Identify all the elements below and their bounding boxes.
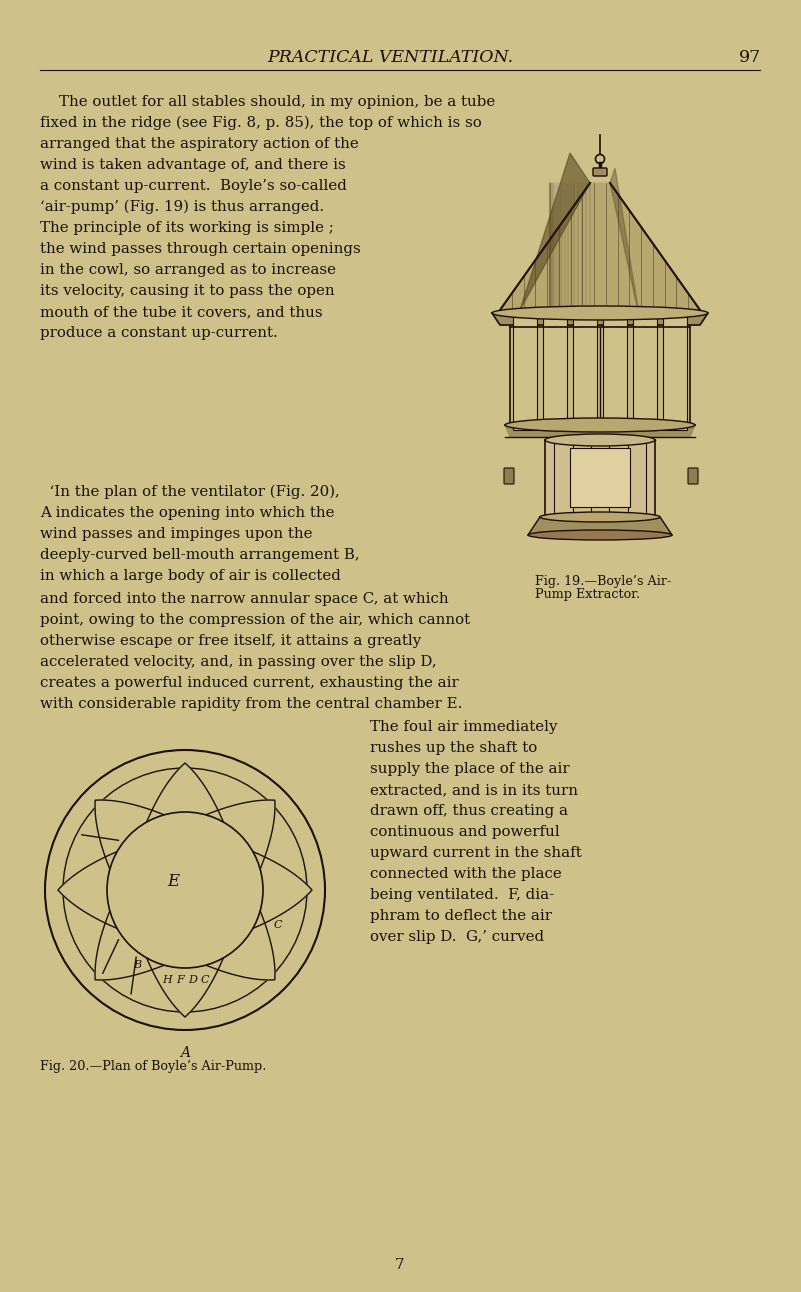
Text: its velocity, causing it to pass the open: its velocity, causing it to pass the ope…: [40, 284, 335, 298]
Polygon shape: [95, 908, 167, 979]
Polygon shape: [520, 152, 590, 310]
FancyBboxPatch shape: [504, 468, 514, 484]
Text: ‘air-pump’ (Fig. 19) is thus arranged.: ‘air-pump’ (Fig. 19) is thus arranged.: [40, 200, 324, 214]
Circle shape: [107, 811, 263, 968]
Text: connected with the place: connected with the place: [370, 867, 562, 881]
Text: produce a constant up-current.: produce a constant up-current.: [40, 326, 278, 340]
FancyBboxPatch shape: [688, 468, 698, 484]
Polygon shape: [145, 955, 225, 1017]
Text: 97: 97: [739, 49, 761, 66]
Text: otherwise escape or free itself, it attains a greatly: otherwise escape or free itself, it atta…: [40, 634, 421, 649]
FancyBboxPatch shape: [593, 168, 607, 176]
Text: fixed in the ridge (see Fig. 8, p. 85), the top of which is so: fixed in the ridge (see Fig. 8, p. 85), …: [40, 116, 481, 130]
Ellipse shape: [505, 419, 695, 432]
Bar: [570, 448, 630, 506]
Text: PRACTICAL VENTILATION.: PRACTICAL VENTILATION.: [267, 49, 513, 66]
Polygon shape: [95, 800, 167, 872]
Text: D: D: [188, 975, 197, 985]
Polygon shape: [505, 425, 695, 437]
Polygon shape: [510, 327, 690, 425]
Text: E: E: [167, 873, 179, 890]
Polygon shape: [250, 850, 312, 930]
Text: continuous and powerful: continuous and powerful: [370, 826, 560, 839]
Text: C: C: [201, 975, 209, 985]
Text: rushes up the shaft to: rushes up the shaft to: [370, 742, 537, 755]
Text: in which a large body of air is collected: in which a large body of air is collecte…: [40, 568, 341, 583]
Text: with considerable rapidity from the central chamber E.: with considerable rapidity from the cent…: [40, 696, 462, 711]
Polygon shape: [145, 764, 225, 826]
Text: and forced into the narrow annular space C, at which: and forced into the narrow annular space…: [40, 592, 449, 606]
Text: point, owing to the compression of the air, which cannot: point, owing to the compression of the a…: [40, 612, 470, 627]
Bar: [513, 317, 537, 430]
Bar: [663, 317, 687, 430]
Circle shape: [45, 749, 325, 1030]
Polygon shape: [500, 183, 700, 310]
Text: extracted, and is in its turn: extracted, and is in its turn: [370, 783, 578, 797]
Polygon shape: [58, 850, 120, 930]
Circle shape: [63, 767, 307, 1012]
Polygon shape: [545, 441, 655, 516]
Bar: [573, 317, 597, 430]
Text: upward current in the shaft: upward current in the shaft: [370, 846, 582, 860]
Text: Pump Extractor.: Pump Extractor.: [535, 588, 640, 601]
Ellipse shape: [540, 512, 660, 522]
Text: a constant up-current.  Boyle’s so-called: a constant up-current. Boyle’s so-called: [40, 180, 347, 193]
Ellipse shape: [492, 306, 708, 320]
Polygon shape: [203, 800, 275, 872]
Text: being ventilated.  F, dia-: being ventilated. F, dia-: [370, 888, 554, 902]
Text: ‘In the plan of the ventilator (Fig. 20),: ‘In the plan of the ventilator (Fig. 20)…: [40, 484, 340, 500]
Polygon shape: [492, 313, 708, 326]
Text: F: F: [176, 975, 184, 985]
Text: mouth of the tube it covers, and thus: mouth of the tube it covers, and thus: [40, 305, 323, 319]
Text: The outlet for all stables should, in my opinion, be a tube: The outlet for all stables should, in my…: [40, 96, 495, 109]
Text: deeply-curved bell-mouth arrangement B,: deeply-curved bell-mouth arrangement B,: [40, 548, 360, 562]
Text: A indicates the opening into which the: A indicates the opening into which the: [40, 506, 335, 519]
Text: the wind passes through certain openings: the wind passes through certain openings: [40, 242, 360, 256]
Text: wind is taken advantage of, and there is: wind is taken advantage of, and there is: [40, 158, 346, 172]
Text: Fig. 20.—Plan of Boyle’s Air-Pump.: Fig. 20.—Plan of Boyle’s Air-Pump.: [40, 1059, 267, 1072]
Polygon shape: [528, 517, 672, 535]
Text: C: C: [274, 920, 282, 930]
Bar: [603, 317, 627, 430]
Text: supply the place of the air: supply the place of the air: [370, 762, 570, 776]
Polygon shape: [610, 168, 640, 320]
Text: The foul air immediately: The foul air immediately: [370, 720, 557, 734]
Ellipse shape: [545, 434, 655, 446]
Circle shape: [107, 811, 263, 968]
Text: The principle of its working is simple ;: The principle of its working is simple ;: [40, 221, 334, 235]
Text: arranged that the aspiratory action of the: arranged that the aspiratory action of t…: [40, 137, 359, 151]
Text: wind passes and impinges upon the: wind passes and impinges upon the: [40, 527, 312, 541]
Text: in the cowl, so arranged as to increase: in the cowl, so arranged as to increase: [40, 264, 336, 276]
Text: accelerated velocity, and, in passing over the slip D,: accelerated velocity, and, in passing ov…: [40, 655, 437, 669]
Text: Fig. 19.—Boyle’s Air-: Fig. 19.—Boyle’s Air-: [535, 575, 671, 588]
Text: A: A: [180, 1047, 190, 1059]
Text: B: B: [133, 960, 141, 970]
Polygon shape: [203, 908, 275, 979]
Text: drawn off, thus creating a: drawn off, thus creating a: [370, 804, 568, 818]
Bar: [633, 317, 657, 430]
Text: creates a powerful induced current, exhausting the air: creates a powerful induced current, exha…: [40, 676, 459, 690]
Text: over slip D.  G,’ curved: over slip D. G,’ curved: [370, 930, 544, 944]
Text: 7: 7: [395, 1258, 405, 1273]
Bar: [543, 317, 567, 430]
Circle shape: [595, 155, 605, 164]
Text: phram to deflect the air: phram to deflect the air: [370, 910, 552, 922]
Ellipse shape: [528, 530, 672, 540]
Text: H: H: [162, 975, 172, 985]
